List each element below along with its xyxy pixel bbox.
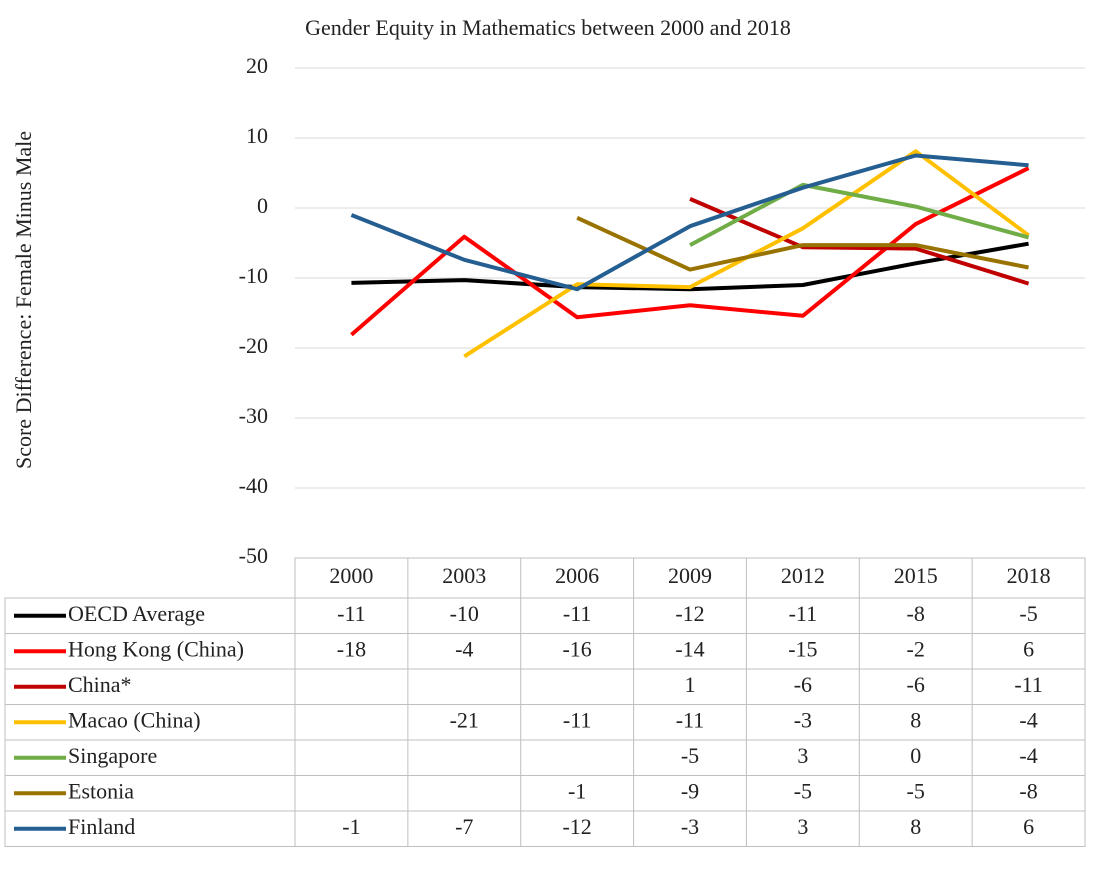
x-tick-label: 2003	[442, 563, 486, 588]
table-value: -4	[455, 636, 473, 661]
table-value: -5	[1019, 601, 1037, 626]
table-value: -5	[794, 778, 812, 803]
table-value: -11	[337, 601, 366, 626]
y-tick-label: 0	[257, 193, 268, 218]
table-value: -11	[1014, 672, 1043, 697]
table-row-border	[4, 739, 1086, 776]
table-value: -18	[337, 636, 366, 661]
y-tick-label: -40	[239, 473, 268, 498]
series-line	[576, 215, 1029, 272]
legend-label: Macao (China)	[68, 707, 201, 732]
table-value: -4	[1019, 743, 1037, 768]
table-value: 6	[1023, 636, 1034, 661]
table-value: -3	[681, 814, 699, 839]
table-value: -1	[568, 778, 586, 803]
y-tick-label: -50	[239, 543, 268, 568]
table-value: -21	[450, 707, 479, 732]
table-value: -12	[562, 814, 591, 839]
table-value: -14	[675, 636, 704, 661]
table-value: 8	[910, 707, 921, 732]
table-value: -11	[563, 707, 592, 732]
x-tick-label: 2012	[781, 563, 825, 588]
table-value: -6	[794, 672, 812, 697]
y-tick-label: -30	[239, 403, 268, 428]
series-line	[350, 153, 1029, 292]
table-value: -4	[1019, 707, 1037, 732]
table-value: -12	[675, 601, 704, 626]
y-tick-label: -10	[239, 263, 268, 288]
table-value: 0	[910, 743, 921, 768]
table-value: -8	[907, 601, 925, 626]
table-value: -11	[676, 707, 705, 732]
legend-label: China*	[68, 672, 132, 697]
table-row-border	[4, 810, 1086, 847]
series-line	[350, 166, 1030, 337]
table-value: 3	[797, 814, 808, 839]
table-value: -11	[789, 601, 818, 626]
y-tick-label: 20	[246, 53, 268, 78]
table-value: -3	[794, 707, 812, 732]
legend-label: Estonia	[68, 778, 134, 803]
table-value: -6	[907, 672, 925, 697]
x-tick-label: 2015	[894, 563, 938, 588]
x-tick-label: 2018	[1007, 563, 1051, 588]
x-tick-label: 2006	[555, 563, 599, 588]
legend-label: Singapore	[68, 743, 157, 768]
table-value: 8	[910, 814, 921, 839]
table-value: -7	[455, 814, 473, 839]
table-value: -9	[681, 778, 699, 803]
table-value: -5	[681, 743, 699, 768]
table-value: -16	[562, 636, 591, 661]
legend-label: OECD Average	[68, 601, 205, 626]
table-value: -2	[907, 636, 925, 661]
table-value: 1	[685, 672, 696, 697]
table-value: -15	[788, 636, 817, 661]
y-tick-label: -20	[239, 333, 268, 358]
table-value: 3	[797, 743, 808, 768]
table-value: -8	[1019, 778, 1037, 803]
chart-title: Gender Equity in Mathematics between 200…	[305, 15, 791, 40]
table-value: -10	[450, 601, 479, 626]
table-value: -11	[563, 601, 592, 626]
y-tick-label: 10	[246, 123, 268, 148]
legend-label: Finland	[68, 814, 135, 839]
table-value: -5	[907, 778, 925, 803]
series-line	[689, 182, 1030, 247]
x-tick-label: 2009	[668, 563, 712, 588]
table-value: -1	[342, 814, 360, 839]
y-axis-label: Score Difference: Female Minus Male	[11, 131, 36, 469]
series-line	[463, 149, 1030, 359]
legend-label: Hong Kong (China)	[68, 636, 244, 661]
x-tick-label: 2000	[329, 563, 373, 588]
series-line	[351, 241, 1029, 292]
table-value: 6	[1023, 814, 1034, 839]
series-line	[689, 197, 1030, 286]
